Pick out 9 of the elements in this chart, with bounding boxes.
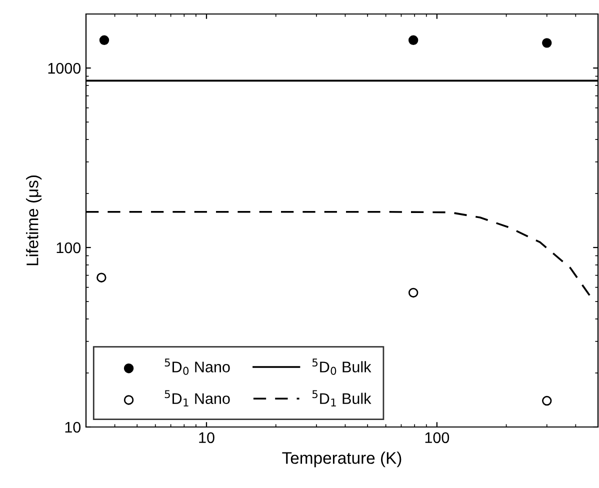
x-axis-title: Temperature (K) <box>282 452 402 468</box>
legend-label: $^{5}$D$_{0}$ Nano <box>164 358 230 375</box>
legend-label: $^{5}$D$_{1}$ Bulk <box>312 390 372 406</box>
y-axis-title: Lifetime (μs) <box>26 176 42 266</box>
legend-label: $^{5}$D$_{0}$ Bulk <box>312 358 372 375</box>
y-tick-label: 10 <box>65 422 81 433</box>
legend-label: $^{5}$D$_{1}$ Nano <box>164 390 230 406</box>
y-tick-label: 1000 <box>48 62 81 74</box>
y-tick-label: 100 <box>56 242 81 254</box>
